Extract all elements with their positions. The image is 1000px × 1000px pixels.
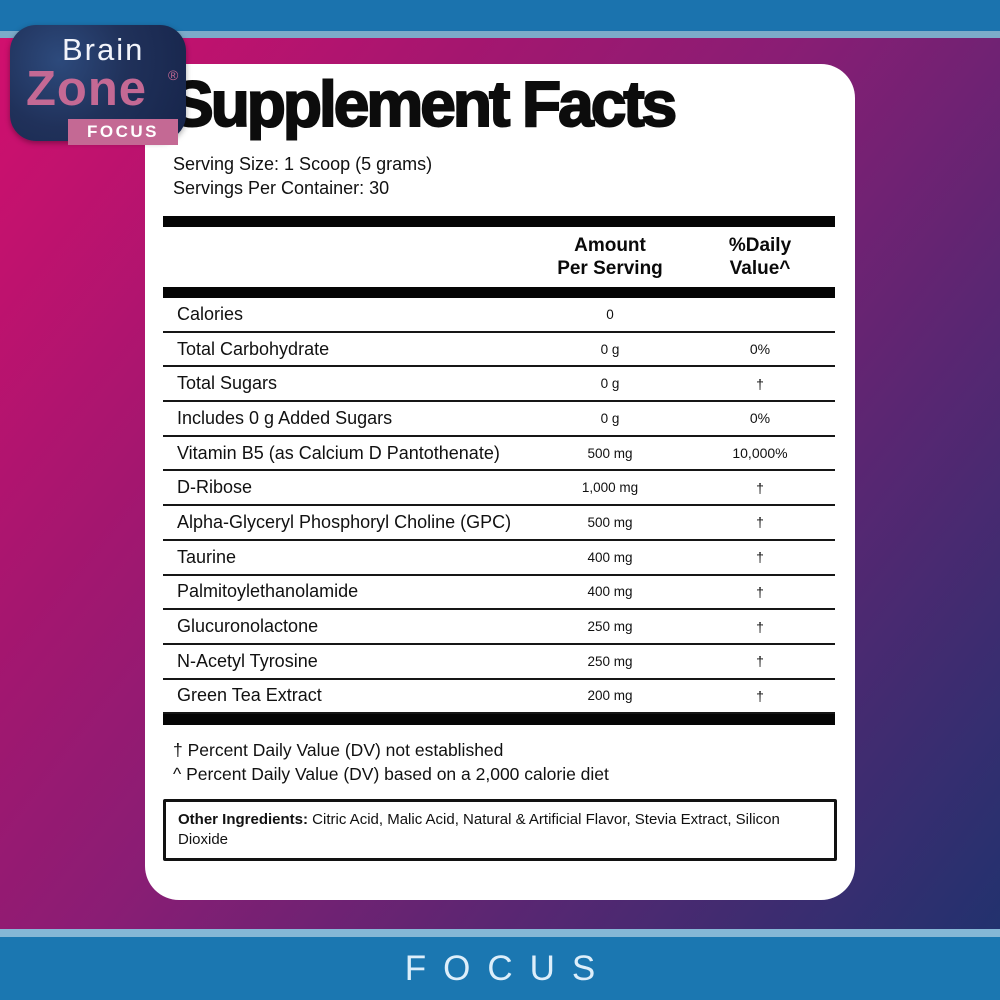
- nutrient-name: D-Ribose: [177, 477, 253, 498]
- amount-column-header: Amount Per Serving: [535, 234, 685, 280]
- table-row: Glucuronolactone 250 mg †: [163, 610, 835, 645]
- nutrient-amount: 1,000 mg: [581, 480, 639, 496]
- nutrient-name: Taurine: [177, 546, 237, 567]
- nutrient-daily-value: †: [756, 549, 764, 566]
- facts-table: Amount Per Serving %Daily Value^ Calorie…: [163, 216, 835, 726]
- logo-focus-badge: FOCUS: [68, 119, 178, 145]
- nutrient-amount: 0: [606, 306, 614, 322]
- nutrient-daily-value: †: [756, 375, 764, 392]
- nutrient-amount: 250 mg: [587, 653, 633, 669]
- top-lightblue-strip: [0, 31, 1000, 38]
- daily-value-column-header: %Daily Value^: [685, 234, 835, 280]
- brainzone-logo: Brain Zone ® FOCUS: [10, 25, 186, 145]
- servings-per-container-text: Servings Per Container: 30: [173, 178, 390, 198]
- nutrient-name: Palmitoylethanolamide: [177, 581, 359, 602]
- nutrient-name: Alpha-Glyceryl Phosphoryl Choline (GPC): [177, 511, 512, 532]
- panel-title: Supplement Facts: [170, 67, 678, 141]
- serving-info: Serving Size: 1 Scoop (5 grams) Servings…: [173, 152, 855, 200]
- nutrient-daily-value: 0%: [749, 410, 771, 427]
- supplement-facts-panel: Supplement Facts Serving Size: 1 Scoop (…: [145, 64, 855, 900]
- nutrient-name: Total Carbohydrate: [177, 338, 330, 359]
- nutrient-amount: 500 mg: [587, 445, 633, 461]
- footnote-caret: ^ Percent Daily Value (DV) based on a 2,…: [173, 764, 609, 785]
- nutrient-daily-value: †: [756, 618, 764, 635]
- table-row: Alpha-Glyceryl Phosphoryl Choline (GPC) …: [163, 506, 835, 541]
- table-row: N-Acetyl Tyrosine 250 mg †: [163, 645, 835, 680]
- dv-header-line1: %Daily: [728, 235, 792, 256]
- table-row: Palmitoylethanolamide 400 mg †: [163, 576, 835, 611]
- table-bottom-bar: [163, 714, 835, 726]
- nutrient-name: Glucuronolactone: [177, 616, 319, 637]
- logo-focus-badge-text: FOCUS: [87, 122, 159, 141]
- footnotes: † Percent Daily Value (DV) not establish…: [173, 738, 855, 786]
- nutrient-amount: 400 mg: [587, 549, 633, 565]
- nutrient-amount: 0 g: [600, 410, 620, 426]
- dv-header-line2: Value^: [729, 258, 791, 279]
- other-ingredients-box: Other Ingredients: Citric Acid, Malic Ac…: [163, 799, 837, 862]
- amount-header-line2: Per Serving: [557, 258, 663, 279]
- table-top-bar: [163, 216, 835, 227]
- nutrient-name: N-Acetyl Tyrosine: [177, 650, 318, 671]
- table-row: Includes 0 g Added Sugars 0 g 0%: [163, 402, 835, 437]
- nutrient-daily-value: †: [756, 687, 764, 704]
- nutrient-name: Includes 0 g Added Sugars: [177, 407, 393, 428]
- nutrient-amount: 400 mg: [587, 584, 633, 600]
- nutrient-daily-value: †: [756, 479, 764, 496]
- nutrient-amount: 500 mg: [587, 514, 633, 530]
- bottom-lightblue-strip: [0, 929, 1000, 937]
- serving-size-text: Serving Size: 1 Scoop (5 grams): [173, 154, 433, 174]
- nutrient-amount: 250 mg: [587, 619, 633, 635]
- nutrient-daily-value: †: [756, 583, 764, 600]
- nutrient-daily-value: 0%: [749, 341, 771, 358]
- nutrient-name: Total Sugars: [177, 373, 278, 394]
- nutrient-amount: 0 g: [600, 376, 620, 392]
- nutrient-daily-value: †: [756, 653, 764, 670]
- nutrient-daily-value: †: [756, 514, 764, 531]
- table-row: Taurine 400 mg †: [163, 541, 835, 576]
- amount-header-line1: Amount: [574, 235, 646, 256]
- table-header-bottom-bar: [163, 287, 835, 298]
- logo-brain-text: Brain: [62, 32, 145, 67]
- nutrient-daily-value: 10,000%: [732, 445, 788, 462]
- logo-zone-text: Zone: [26, 62, 148, 116]
- table-row: D-Ribose 1,000 mg †: [163, 471, 835, 507]
- nutrient-name: Vitamin B5 (as Calcium D Pantothenate): [177, 442, 500, 463]
- table-row: Total Sugars 0 g †: [163, 367, 835, 403]
- footnote-dagger: † Percent Daily Value (DV) not establish…: [173, 740, 504, 761]
- nutrient-name: Green Tea Extract: [177, 685, 322, 706]
- nutrient-amount: 200 mg: [587, 688, 633, 704]
- table-row: Vitamin B5 (as Calcium D Pantothenate) 5…: [163, 437, 835, 472]
- nutrient-name: Calories: [177, 303, 244, 324]
- footer-focus-text: FOCUS: [404, 948, 613, 988]
- table-row: Total Carbohydrate 0 g 0%: [163, 333, 835, 368]
- other-ingredients-text: Citric Acid, Malic Acid, Natural & Artif…: [178, 811, 780, 849]
- registered-trademark-icon: ®: [168, 67, 179, 83]
- footer-bar: FOCUS: [0, 937, 1000, 1000]
- table-row: Green Tea Extract 200 mg †: [163, 680, 835, 715]
- table-header-row: Amount Per Serving %Daily Value^: [163, 227, 835, 287]
- nutrient-amount: 0 g: [600, 341, 620, 357]
- other-ingredients-label: Other Ingredients:: [178, 811, 309, 829]
- table-row: Calories 0: [163, 298, 835, 333]
